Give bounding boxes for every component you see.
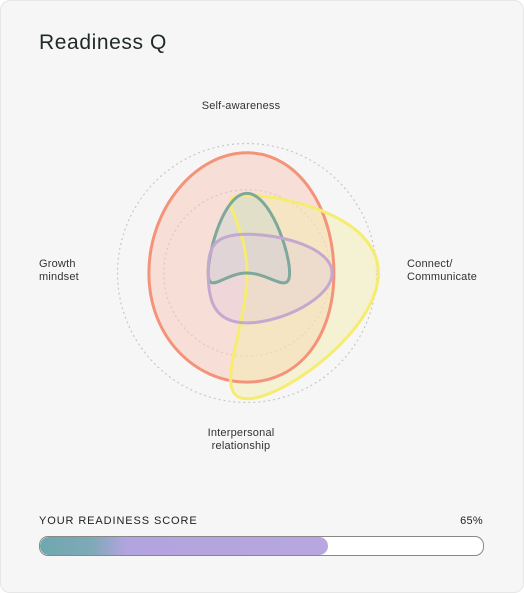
axis-label-growth-mindset: Growth mindset <box>39 258 79 283</box>
axis-label-self-awareness: Self-awareness <box>201 100 281 112</box>
grid-ring-2 <box>116 142 378 404</box>
series-4-line <box>206 232 334 325</box>
readiness-progress-bar <box>39 536 484 556</box>
radar-chart <box>116 142 380 404</box>
readiness-progress-fill <box>40 537 328 555</box>
series-1-area <box>148 152 334 383</box>
readiness-score-value: 65% <box>460 515 483 527</box>
series-2-line <box>229 193 380 401</box>
axis-label-interpersonal-relationship: Interpersonal relationship <box>207 427 275 452</box>
series-3-area <box>208 193 290 283</box>
axis-label-connect-communicate: Connect/ Communicate <box>407 258 478 283</box>
series-2-area <box>230 195 379 399</box>
series-1-line <box>147 151 336 384</box>
readiness-score-label: YOUR READINESS SCORE <box>39 515 198 527</box>
page-title: Readiness Q <box>39 31 167 54</box>
